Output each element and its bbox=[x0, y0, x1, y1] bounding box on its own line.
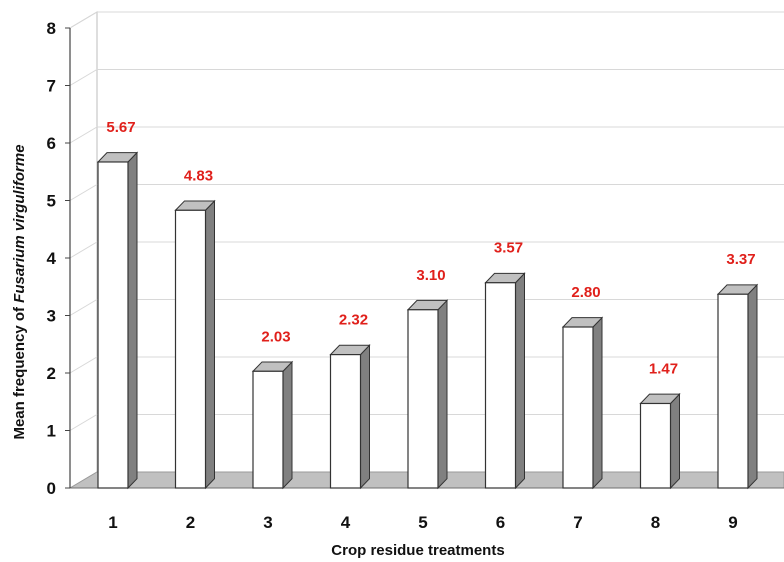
bars bbox=[96, 151, 759, 490]
gridline bbox=[69, 241, 784, 259]
bar-side bbox=[670, 392, 680, 490]
y-tick-label: 0 bbox=[47, 479, 56, 498]
data-label: 2.80 bbox=[571, 284, 600, 301]
y-axis bbox=[65, 27, 71, 489]
data-label: 5.67 bbox=[106, 119, 135, 136]
bar-front bbox=[639, 402, 672, 489]
bar-front bbox=[717, 293, 749, 489]
data-label: 4.83 bbox=[184, 167, 213, 184]
bar-side bbox=[515, 272, 525, 490]
gridline bbox=[69, 184, 784, 201]
bar-side bbox=[747, 283, 758, 490]
x-tick-label: 2 bbox=[186, 513, 195, 532]
data-label: 3.37 bbox=[726, 251, 755, 268]
bar bbox=[329, 344, 371, 490]
bar-side bbox=[437, 299, 448, 490]
gridline bbox=[69, 356, 784, 374]
bar bbox=[174, 199, 216, 490]
bar bbox=[561, 316, 604, 490]
bar bbox=[716, 283, 759, 490]
x-tick-label: 5 bbox=[418, 513, 427, 532]
gridline bbox=[69, 414, 784, 431]
bar-front bbox=[562, 326, 594, 489]
y-tick-label: 4 bbox=[47, 249, 57, 268]
bar-side bbox=[360, 344, 370, 490]
data-label: 2.32 bbox=[339, 312, 368, 329]
data-label: 1.47 bbox=[649, 360, 678, 377]
y-tick-label: 6 bbox=[47, 134, 56, 153]
y-tick-label: 3 bbox=[47, 307, 56, 326]
bar bbox=[484, 272, 526, 490]
bar-front bbox=[252, 370, 284, 489]
y-tick-label: 2 bbox=[47, 364, 56, 383]
x-tick-label: 7 bbox=[573, 513, 582, 532]
gridline bbox=[69, 69, 784, 86]
x-tick-label: 3 bbox=[263, 513, 272, 532]
x-tick-label: 6 bbox=[496, 513, 505, 532]
bar-front bbox=[329, 354, 362, 489]
bar-side bbox=[282, 360, 293, 490]
bar-side bbox=[205, 199, 215, 490]
data-labels: 5.67 4.83 2.03 2.32 3.10 3.57 2.80 1.47 3.37 bbox=[106, 119, 755, 378]
x-tick-label: 1 bbox=[108, 513, 117, 532]
y-tick-label: 5 bbox=[47, 192, 56, 211]
x-tick-label: 4 bbox=[341, 513, 351, 532]
bar-front bbox=[407, 309, 439, 489]
bar-side bbox=[592, 316, 603, 490]
x-tick-label: 8 bbox=[651, 513, 660, 532]
data-label: 2.03 bbox=[261, 328, 290, 345]
gridlines bbox=[69, 11, 784, 431]
data-label: 3.10 bbox=[416, 267, 445, 284]
gridline bbox=[69, 299, 784, 316]
y-tick-labels: 0 1 2 3 4 5 6 7 8 bbox=[47, 19, 57, 498]
x-tick-label: 9 bbox=[728, 513, 737, 532]
bar bbox=[251, 360, 294, 490]
gridline bbox=[69, 126, 784, 144]
bar-side bbox=[127, 151, 138, 490]
gridline bbox=[69, 11, 784, 29]
data-label: 3.57 bbox=[494, 240, 523, 257]
y-tick-label: 8 bbox=[47, 19, 56, 38]
y-tick-label: 7 bbox=[47, 77, 56, 96]
x-axis-title: Crop residue treatments bbox=[331, 542, 504, 559]
y-tick-label: 1 bbox=[47, 422, 56, 441]
bar-front bbox=[97, 161, 129, 489]
bar bbox=[406, 299, 449, 490]
bar-front bbox=[484, 282, 517, 489]
x-tick-labels: 1 2 3 4 5 6 7 8 9 bbox=[108, 513, 737, 532]
bar bbox=[96, 151, 139, 490]
bar bbox=[639, 392, 681, 490]
bar-front bbox=[174, 209, 207, 489]
y-axis-title: Mean frequency of Fusarium virguliforme bbox=[11, 144, 28, 439]
